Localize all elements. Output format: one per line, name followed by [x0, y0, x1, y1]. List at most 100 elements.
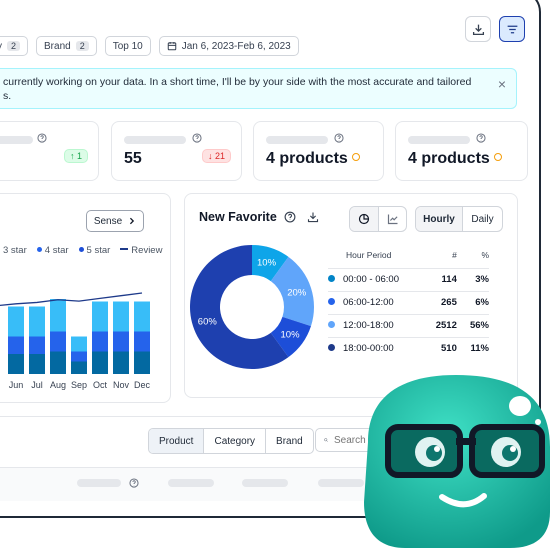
- date-range-picker[interactable]: Jan 6, 2023-Feb 6, 2023: [158, 36, 299, 56]
- bar-segment-3-star: [71, 336, 87, 352]
- kpi-value-text: 4 products: [266, 150, 348, 167]
- table-row: 18:00-00:00 510 11%: [328, 337, 489, 360]
- bar-segment-4-star: [92, 331, 108, 352]
- download-icon[interactable]: [307, 211, 319, 223]
- tab-product[interactable]: Product: [149, 429, 204, 453]
- pct-cell: 3%: [462, 268, 489, 292]
- donut-slice-label: 10%: [281, 330, 301, 341]
- pie-chart-icon: [358, 213, 370, 225]
- filter-button[interactable]: [499, 16, 525, 42]
- count-cell: 114: [425, 268, 463, 292]
- donut-slice-label: 20%: [287, 287, 307, 298]
- chip-label: Brand: [44, 40, 71, 52]
- chip-label: y: [0, 41, 2, 52]
- kpi-card: 55 ↓ 21: [111, 121, 242, 181]
- period-cell: 12:00-18:00: [343, 320, 394, 331]
- series-dot: [328, 275, 335, 282]
- help-icon[interactable]: [284, 211, 296, 223]
- bar-segment-3-star: [134, 301, 150, 332]
- bar-segment-4-star: [50, 331, 66, 352]
- table-row: 00:00 - 06:00 114 3%: [328, 268, 489, 292]
- bar-segment-5-star: [50, 351, 66, 374]
- skeleton-cell: [318, 479, 364, 487]
- pie-chart-toggle[interactable]: [350, 207, 378, 231]
- skeleton-cell: [168, 479, 214, 487]
- new-favorite-card: New Favorite Hourly Daily 10% 20% 10% 60% H…: [184, 193, 518, 398]
- pct-cell: 6%: [462, 291, 489, 315]
- x-tick-label: Sep: [71, 380, 87, 390]
- bar-segment-5-star: [92, 351, 108, 374]
- kpi-label-placeholder: [0, 136, 33, 144]
- card-title: New Favorite: [199, 210, 319, 224]
- bar-segment-4-star: [113, 331, 129, 352]
- series-dot: [328, 344, 335, 351]
- donut-slice: [270, 316, 311, 358]
- x-tick-label: Oct: [93, 380, 108, 390]
- bar-segment-5-star: [134, 351, 150, 374]
- donut-slice: [252, 245, 289, 282]
- filter-chip-category[interactable]: y 2: [0, 36, 29, 56]
- line-chart-toggle[interactable]: [378, 207, 406, 231]
- hourly-tab[interactable]: Hourly: [416, 207, 462, 231]
- download-button[interactable]: [465, 16, 491, 42]
- kpi-card: 4 products: [253, 121, 384, 181]
- notice-text-line2: s.: [3, 90, 12, 102]
- kpi-value: 55: [124, 150, 142, 167]
- chip-label: Top 10: [112, 40, 143, 52]
- period-cell: 18:00-00:00: [343, 343, 394, 354]
- period-cell: 00:00 - 06:00: [343, 274, 399, 285]
- column-header-count: #: [452, 250, 457, 260]
- date-range-label: Jan 6, 2023-Feb 6, 2023: [181, 40, 291, 52]
- filter-bar: y 2 Brand 2 Top 10 Jan 6, 2023-Feb 6, 20…: [0, 36, 299, 56]
- pct-cell: 56%: [462, 314, 489, 338]
- close-icon[interactable]: ×: [497, 76, 506, 92]
- help-icon: [334, 133, 344, 143]
- bar-segment-3-star: [8, 306, 24, 337]
- donut-slice: [270, 256, 314, 327]
- top-actions: [465, 16, 525, 42]
- chart-type-toggle: [349, 206, 407, 232]
- kpi-label-placeholder: [124, 136, 186, 144]
- help-icon: [37, 133, 47, 143]
- tab-brand[interactable]: Brand: [265, 429, 313, 453]
- x-tick-label: Jul: [31, 380, 43, 390]
- legend-item: 3 star: [3, 245, 27, 256]
- donut-slice-label: 60%: [198, 317, 218, 328]
- bar-segment-5-star: [29, 354, 45, 374]
- skeleton-cell: [77, 479, 121, 487]
- column-header-period: Hour Period: [346, 250, 392, 260]
- legend-item: 4 star: [36, 245, 69, 256]
- sense-button-label: Sense: [93, 215, 123, 227]
- count-cell: 265: [425, 291, 463, 315]
- bar-segment-3-star: [92, 301, 108, 332]
- review-line: [0, 292, 143, 307]
- kpi-value-text: 4 products: [408, 150, 490, 167]
- skeleton-cell: [242, 479, 288, 487]
- card-title-text: New Favorite: [199, 210, 277, 224]
- bar-segment-4-star: [134, 331, 150, 352]
- line-chart-icon: [387, 214, 398, 225]
- dashboard-window: y 2 Brand 2 Top 10 Jan 6, 2023-Feb 6, 20…: [0, 0, 541, 518]
- filter-chip-top[interactable]: Top 10: [104, 36, 151, 56]
- search-icon: [324, 438, 328, 442]
- x-tick-label: Jun: [9, 380, 24, 390]
- warning-icon: [351, 153, 360, 161]
- help-icon: [192, 133, 202, 143]
- trend-badge-up: ↑ 1: [64, 149, 89, 163]
- stacked-bar-chart: Jun Jul Aug Sep Oct Nov Dec: [0, 292, 151, 390]
- donut-chart: 10% 20% 10% 60%: [189, 245, 314, 369]
- chip-count: 2: [7, 41, 21, 51]
- tab-category[interactable]: Category: [203, 429, 265, 453]
- filter-chip-brand[interactable]: Brand 2: [36, 36, 97, 56]
- donut-slice: [189, 245, 289, 369]
- search-input[interactable]: [334, 434, 394, 446]
- daily-tab[interactable]: Daily: [462, 207, 502, 231]
- bar-segment-5-star: [113, 351, 129, 374]
- sense-button[interactable]: Sense: [86, 210, 144, 232]
- kpi-value: 4 products: [266, 150, 360, 168]
- bar-segment-3-star: [29, 306, 45, 337]
- bar-segment-4-star: [71, 351, 87, 362]
- x-tick-label: Dec: [134, 380, 151, 390]
- bar-segment-5-star: [71, 361, 87, 374]
- hour-period-table: Hour Period # % 00:00 - 06:00 114 3% 06:…: [328, 246, 489, 360]
